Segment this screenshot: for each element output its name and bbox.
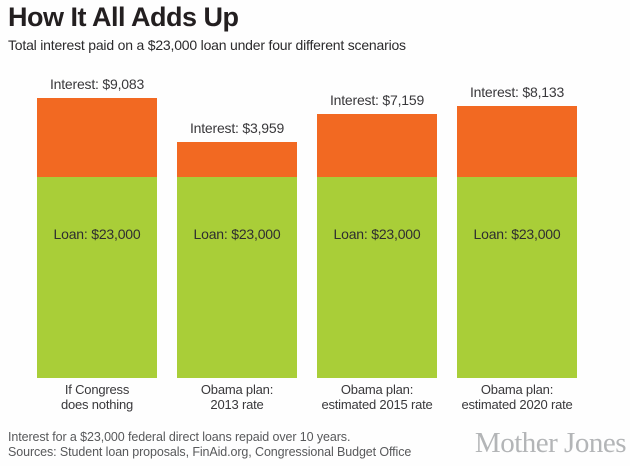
interest-segment xyxy=(37,98,157,177)
loan-segment: Loan: $23,000 xyxy=(317,177,437,378)
category-line2: 2013 rate xyxy=(210,396,264,412)
category-line2: does nothing xyxy=(60,396,134,412)
bar-group: Interest: $7,159 Loan: $23,000 xyxy=(317,0,437,378)
interest-value-label: Interest: $8,133 xyxy=(469,84,565,100)
interest-value-label: Interest: $7,159 xyxy=(329,92,425,108)
page-title: How It All Adds Up xyxy=(8,2,239,32)
interest-value-label: Interest: $3,959 xyxy=(189,120,285,136)
footnote-line2: Sources: Student loan proposals, FinAid.… xyxy=(8,445,412,459)
interest-segment xyxy=(457,106,577,177)
interest-value-label: Interest: $9,083 xyxy=(49,76,145,92)
bar-group: Interest: $3,959 Loan: $23,000 xyxy=(177,0,297,378)
chart-subtitle: Total interest paid on a $23,000 loan un… xyxy=(8,37,406,53)
category-label: If Congress does nothing xyxy=(37,382,157,412)
footnote-line1: Interest for a $23,000 federal direct lo… xyxy=(8,430,351,444)
loan-value-label: Loan: $23,000 xyxy=(53,226,141,242)
category-label: Obama plan: estimated 2020 rate xyxy=(457,382,577,412)
mother-jones-logo: Mother Jones xyxy=(474,427,627,459)
interest-segment xyxy=(317,114,437,177)
loan-value-label: Loan: $23,000 xyxy=(473,226,561,242)
loan-segment: Loan: $23,000 xyxy=(457,177,577,378)
bar-group: Interest: $8,133 Loan: $23,000 xyxy=(457,0,577,378)
category-line2: estimated 2015 rate xyxy=(321,396,433,412)
loan-segment: Loan: $23,000 xyxy=(37,177,157,378)
loan-value-label: Loan: $23,000 xyxy=(333,226,421,242)
category-line2: estimated 2020 rate xyxy=(461,396,573,412)
category-label: Obama plan: 2013 rate xyxy=(177,382,297,412)
loan-segment: Loan: $23,000 xyxy=(177,177,297,378)
category-line1: Obama plan: xyxy=(480,382,554,397)
category-line1: Obama plan: xyxy=(200,382,274,397)
bar-group: Interest: $9,083 Loan: $23,000 xyxy=(37,0,157,378)
category-line1: If Congress xyxy=(64,382,130,397)
category-label: Obama plan: estimated 2015 rate xyxy=(317,382,437,412)
interest-segment xyxy=(177,142,297,177)
footnote: Interest for a $23,000 federal direct lo… xyxy=(8,430,411,460)
loan-value-label: Loan: $23,000 xyxy=(193,226,281,242)
category-line1: Obama plan: xyxy=(340,382,414,397)
